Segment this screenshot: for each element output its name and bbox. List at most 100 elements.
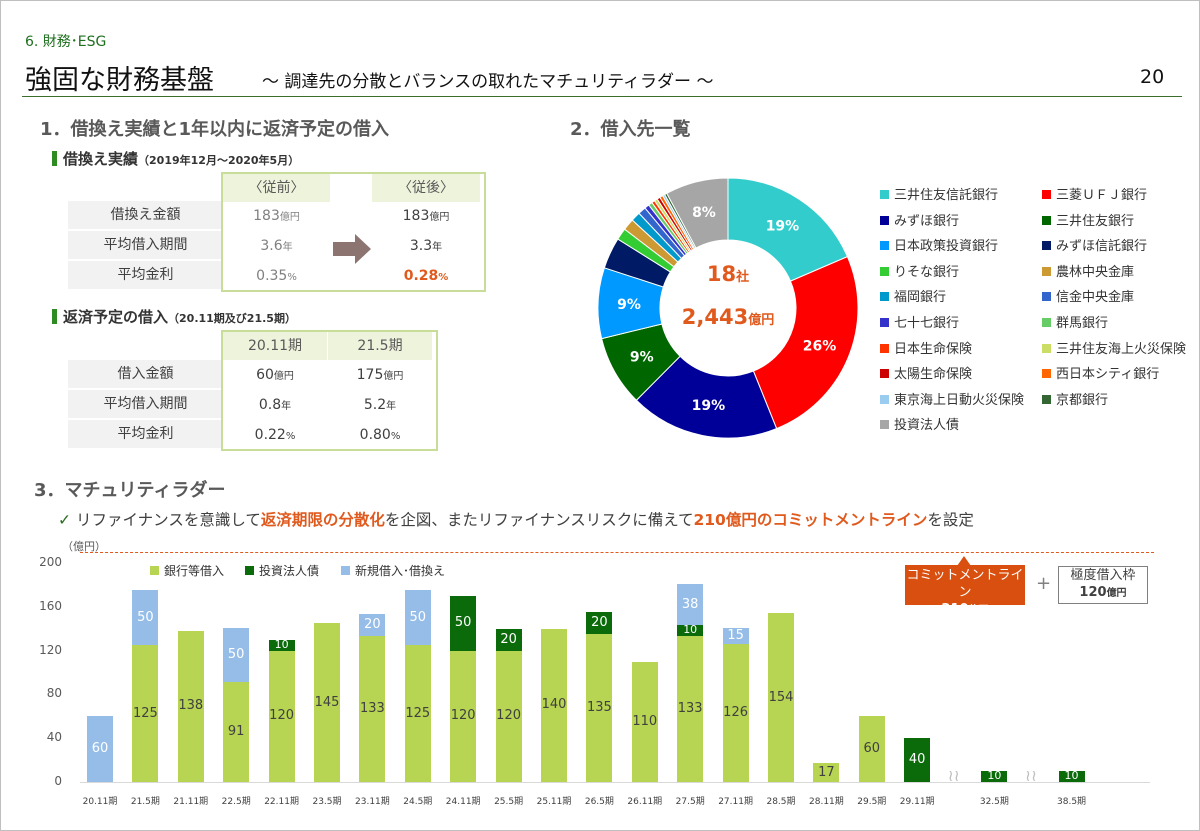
bar-segment [314,623,340,782]
refi-gap [331,174,371,286]
refi-before-cell: 183億円 [253,208,300,224]
x-tick-label: 21.5期 [130,797,160,807]
refi-before-cell: 0.35% [256,268,297,284]
lender-legend-item: みずほ信託銀行 [1042,235,1147,254]
bar-segment [495,650,522,782]
legend-label: 三菱ＵＦＪ銀行 [1056,188,1148,203]
refi-after-cell: 183億円 [402,208,450,224]
refi-after-rate-cell: 0.28% [403,268,449,284]
bar-segment [495,628,522,651]
legend-swatch [880,215,889,225]
legend-swatch [880,318,889,327]
donut-slice [752,255,859,430]
bar-segment [132,645,159,782]
lender-legend-item: 三菱ＵＦＪ銀行 [1042,184,1147,203]
legend-label: 福岡銀行 [894,290,947,306]
bar-value-label: 133 [677,701,703,717]
legend-label: 農林中央金庫 [1056,264,1135,280]
bar-legend-bank: 銀行等借入 [150,562,224,579]
refi-period: （2019年12月～2020年5月） [138,154,300,167]
refi-after-col: 〈従後〉 183億円 3.3年 0.28% [372,174,480,290]
bar-value-label: 126 [723,705,748,720]
donut-slice-label: 26% [803,339,837,355]
legend-swatch [1042,369,1051,379]
lender-legend-item: 西日本シティ銀行 [1042,363,1159,382]
lender-donut-chart: 19% 26% 19% 9% 9% 8% [597,177,859,439]
legend-swatch [880,241,889,251]
x-axis-line [80,782,1150,783]
legend-label: 投資法人債 [894,418,960,434]
legend-swatch [1042,215,1051,225]
axis-break-icon: ≀≀ [947,766,960,785]
bar-segment [586,634,613,782]
donut-center-count: 18社 [706,262,750,286]
donut-slice [666,177,729,249]
lender-legend-item: 三井住友海上火災保険 [1042,338,1186,357]
y-tick-label: 0 [54,774,62,788]
legend-swatch [1042,394,1051,404]
bar-value-label: 120 [496,708,521,724]
lender-legend-item: 日本生命保険 [880,338,972,357]
bar-segment [981,771,1008,782]
x-tick-label: 29.5期 [857,797,887,807]
refi-row-label: 借換え金額 [68,201,223,229]
refi-title-marker [52,151,57,166]
bar-value-label: 145 [314,694,340,710]
legend-swatch [880,369,889,379]
bar-segment [1058,771,1085,782]
refi-before-cell: 3.6年 [260,238,293,254]
bar-value-label: 15 [727,627,744,643]
repay-title: 返済予定の借入（20.11期及び21.5期） [52,306,296,327]
repay-a-cell: 0.8年 [258,397,292,413]
bar-value-label: 20 [364,617,381,633]
legend-label: 日本生命保険 [894,341,973,357]
bar-segment [631,661,658,782]
section1-heading: 1．借換え実績と1年以内に返済予定の借入 [40,119,390,140]
donut-slice-label: 8% [692,205,716,221]
legend-swatch [1042,190,1051,199]
legend-label: 三井住友海上火災保険 [1056,341,1187,357]
bar-segment [177,630,204,782]
legend-swatch [880,343,889,353]
repay-b-cell: 0.80% [359,427,401,443]
repay-title-text: 返済予定の借入 [63,308,169,326]
y-tick-label: 40 [46,730,62,745]
x-tick-label: 24.5期 [403,797,433,807]
x-tick-label: 22.5期 [221,797,251,807]
repay-a-cell: 0.22% [254,427,296,443]
bar-value-label: 135 [586,700,612,716]
legend-swatch [1042,318,1051,327]
lender-legend-item: 日本政策投資銀行 [880,235,998,254]
x-tick-label: 20.11期 [82,797,118,807]
bar-value-label: 140 [541,697,567,713]
page-number: 20 [1140,66,1165,88]
x-tick-label: 29.11期 [899,797,935,807]
callout-pointer-icon [957,556,971,566]
x-tick-label: 21.11期 [173,797,209,807]
bar-segment [541,628,567,782]
repay-col-a: 60億円 0.8年 0.22% [223,361,327,449]
bar-legend-new: 新規借入･借換え [341,562,445,579]
lender-legend-item: 群馬銀行 [1042,312,1108,331]
bar-value-label: 133 [359,701,385,717]
axis-break-icon: ≀≀ [1024,766,1037,785]
bar-value-label: 125 [132,705,158,721]
bar-value-label: 38 [681,596,699,612]
bar-value-label: 120 [450,708,476,724]
legend-label: 太陽生命保険 [894,367,973,383]
x-tick-label: 25.5期 [494,797,524,807]
x-tick-label: 28.11期 [809,797,844,807]
x-tick-label: 27.11期 [718,797,753,807]
lender-legend-item: 投資法人債 [880,414,959,433]
refi-after-header: 〈従後〉 [372,174,480,202]
refi-before-header: 〈従前〉 [223,174,330,202]
bar-segment [722,627,749,645]
legend-label: 七十七銀行 [894,316,960,331]
refi-row-labels: 借換え金額 平均借入期間 平均金利 [68,201,223,289]
legend-label: みずほ銀行 [894,213,960,229]
lender-legend-item: 福岡銀行 [880,286,946,305]
bar-segment [858,716,885,782]
legend-label: 群馬銀行 [1056,316,1109,331]
bar-value-label: 91 [227,724,245,740]
bar-segment [450,650,477,782]
